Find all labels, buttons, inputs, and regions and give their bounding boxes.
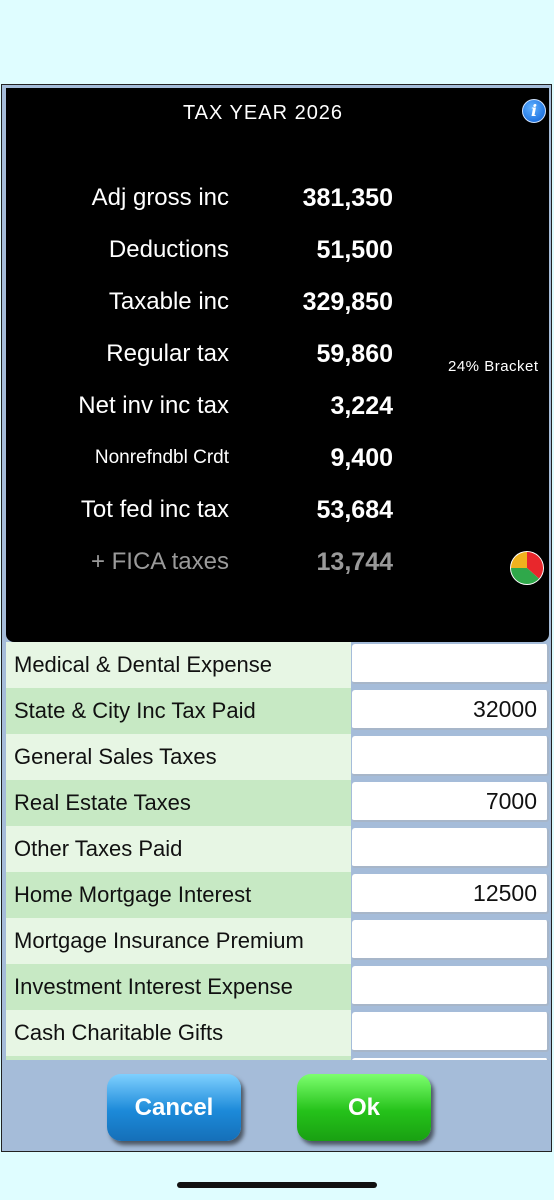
summary-value: 3,224 xyxy=(330,392,393,420)
summary-value: 13,744 xyxy=(316,548,393,576)
deduction-label: Medical & Dental Expense xyxy=(6,642,351,688)
deduction-label: Other Taxes Paid xyxy=(6,826,351,872)
list-item: Home Mortgage Interest xyxy=(6,872,549,918)
deduction-label: Home Mortgage Interest xyxy=(6,872,351,918)
list-item: General Sales Taxes xyxy=(6,734,549,780)
summary-value: 59,860 xyxy=(316,340,393,368)
summary-label: Nonrefndbl Crdt xyxy=(94,447,229,468)
pie-chart-icon[interactable] xyxy=(509,550,545,586)
summary-row-taxable-income: Taxable inc 329,850 xyxy=(6,288,549,328)
deduction-input[interactable] xyxy=(352,920,549,960)
list-item: Mortgage Insurance Premium xyxy=(6,918,549,964)
deduction-label-partial xyxy=(6,1056,351,1060)
tax-summary-panel: TAX YEAR 2026 i Adj gross inc 381,350 De… xyxy=(6,88,549,642)
pie-slice-yellow xyxy=(511,552,527,568)
summary-row-deductions: Deductions 51,500 xyxy=(6,236,549,276)
cancel-button[interactable]: Cancel xyxy=(107,1074,241,1141)
deduction-input[interactable] xyxy=(352,690,549,730)
summary-value: 51,500 xyxy=(316,236,393,264)
pie-slice-green xyxy=(511,568,539,585)
pie-slice-red xyxy=(527,552,544,579)
summary-row-fica[interactable]: + FICA taxes 13,744 xyxy=(6,548,549,588)
summary-row-nonrefundable-credit: Nonrefndbl Crdt 9,400 xyxy=(6,444,549,484)
tax-dialog: TAX YEAR 2026 i Adj gross inc 381,350 De… xyxy=(1,84,552,1152)
deduction-label: General Sales Taxes xyxy=(6,734,351,780)
button-bar: Cancel Ok xyxy=(2,1060,551,1151)
summary-label: Deductions xyxy=(108,236,229,263)
deduction-label: Real Estate Taxes xyxy=(6,780,351,826)
summary-label: Net inv inc tax xyxy=(78,392,229,419)
summary-row-total-fed-tax: Tot fed inc tax 53,684 xyxy=(6,496,549,536)
deduction-input[interactable] xyxy=(352,782,549,822)
summary-label: Adj gross inc xyxy=(91,184,229,211)
deduction-input[interactable] xyxy=(352,828,549,868)
summary-row-net-inv-inc-tax: Net inv inc tax 3,224 xyxy=(6,392,549,432)
deduction-label: State & City Inc Tax Paid xyxy=(6,688,351,734)
deductions-list[interactable]: Medical & Dental Expense State & City In… xyxy=(6,642,549,1060)
summary-label: Regular tax xyxy=(106,340,229,367)
list-item: State & City Inc Tax Paid xyxy=(6,688,549,734)
summary-row-agi: Adj gross inc 381,350 xyxy=(6,184,549,224)
home-indicator[interactable] xyxy=(177,1182,377,1188)
summary-row-regular-tax: Regular tax 59,860 xyxy=(6,340,549,380)
deduction-input[interactable] xyxy=(352,966,549,1006)
list-item: Medical & Dental Expense xyxy=(6,642,549,688)
list-item: Cash Charitable Gifts xyxy=(6,1010,549,1056)
deduction-input[interactable] xyxy=(352,1012,549,1052)
deduction-label: Cash Charitable Gifts xyxy=(6,1010,351,1056)
summary-label: + FICA taxes xyxy=(90,548,229,575)
info-icon[interactable]: i xyxy=(522,99,546,123)
tax-year-title: TAX YEAR 2026 xyxy=(182,102,344,124)
tax-bracket-label: 24% Bracket xyxy=(448,358,539,375)
deduction-input[interactable] xyxy=(352,736,549,776)
summary-value: 9,400 xyxy=(330,444,393,472)
list-item xyxy=(6,1056,549,1060)
deduction-label: Investment Interest Expense xyxy=(6,964,351,1010)
list-item: Investment Interest Expense xyxy=(6,964,549,1010)
summary-label: Tot fed inc tax xyxy=(80,496,229,523)
summary-value: 381,350 xyxy=(302,184,393,212)
deduction-label: Mortgage Insurance Premium xyxy=(6,918,351,964)
summary-value: 329,850 xyxy=(302,288,393,316)
deduction-input[interactable] xyxy=(352,644,549,684)
list-item: Other Taxes Paid xyxy=(6,826,549,872)
summary-label: Taxable inc xyxy=(108,288,229,315)
deduction-input[interactable] xyxy=(352,874,549,914)
summary-value: 53,684 xyxy=(316,496,393,524)
deduction-input-partial[interactable] xyxy=(352,1058,549,1060)
ok-button[interactable]: Ok xyxy=(297,1074,431,1141)
list-item: Real Estate Taxes xyxy=(6,780,549,826)
